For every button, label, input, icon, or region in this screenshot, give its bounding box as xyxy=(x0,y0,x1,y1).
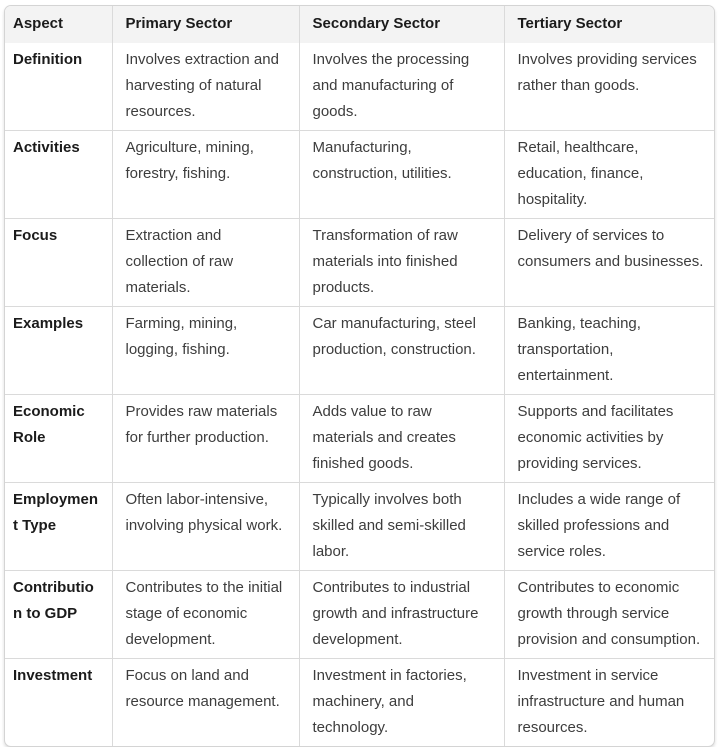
secondary-cell: Involves the processing and manufacturin… xyxy=(299,43,505,131)
table-row-definition: Definition Involves extraction and harve… xyxy=(5,43,714,131)
tertiary-cell: Supports and facilitates economic activi… xyxy=(504,394,714,483)
table-row-examples: Examples Farming, mining, logging, fishi… xyxy=(5,306,714,395)
aspect-label: Definition xyxy=(5,43,113,131)
aspect-label: Employment Type xyxy=(5,482,113,571)
tertiary-cell: Includes a wide range of skilled profess… xyxy=(504,482,714,571)
tertiary-cell: Banking, teaching, transportation, enter… xyxy=(504,306,714,395)
sector-comparison-table-container: Aspect Primary Sector Secondary Sector T… xyxy=(4,5,715,747)
table-row-employment-type: Employment Type Often labor-intensive, i… xyxy=(5,482,714,571)
aspect-label: Examples xyxy=(5,306,113,395)
page: Aspect Primary Sector Secondary Sector T… xyxy=(4,5,715,747)
primary-cell: Extraction and collection of raw materia… xyxy=(112,218,300,307)
secondary-cell: Car manufacturing, steel production, con… xyxy=(299,306,505,395)
secondary-cell: Contributes to industrial growth and inf… xyxy=(299,570,505,659)
primary-cell: Involves extraction and harvesting of na… xyxy=(112,43,300,131)
primary-cell: Often labor-intensive, involving physica… xyxy=(112,482,300,571)
table-row-economic-role: Economic Role Provides raw materials for… xyxy=(5,394,714,483)
table-row-contribution-to-gdp: Contribution to GDP Contributes to the i… xyxy=(5,570,714,659)
aspect-label: Contribution to GDP xyxy=(5,570,113,659)
table-row-focus: Focus Extraction and collection of raw m… xyxy=(5,218,714,307)
column-header-aspect: Aspect xyxy=(5,6,113,43)
tertiary-cell: Contributes to economic growth through s… xyxy=(504,570,714,659)
tertiary-cell: Involves providing services rather than … xyxy=(504,43,714,131)
tertiary-cell: Investment in service infrastructure and… xyxy=(517,667,685,736)
secondary-cell: Adds value to raw materials and creates … xyxy=(299,394,505,483)
sector-comparison-table: Aspect Primary Sector Secondary Sector T… xyxy=(5,6,714,746)
primary-cell: Focus on land and resource management. xyxy=(112,658,300,746)
header-row: Aspect Primary Sector Secondary Sector T… xyxy=(5,6,714,43)
secondary-cell: Manufacturing, construction, utilities. xyxy=(299,130,505,219)
secondary-cell: Typically involves both skilled and semi… xyxy=(299,482,505,571)
column-header-secondary-sector: Secondary Sector xyxy=(299,6,505,43)
table-row-activities: Activities Agriculture, mining, forestry… xyxy=(5,130,714,219)
column-header-tertiary-sector: Tertiary Sector xyxy=(504,6,714,43)
aspect-label: Activities xyxy=(5,130,113,219)
secondary-cell: Transformation of raw materials into fin… xyxy=(299,218,505,307)
tertiary-cell: Retail, healthcare, education, finance, … xyxy=(504,130,714,219)
secondary-cell: Investment in factories, machinery, and … xyxy=(299,658,505,746)
aspect-label: Investment xyxy=(5,658,113,746)
table-row-investment: Investment Focus on land and resource ma… xyxy=(5,658,714,746)
tertiary-cell: Delivery of services to consumers and bu… xyxy=(504,218,714,307)
column-header-primary-sector: Primary Sector xyxy=(112,6,300,43)
primary-cell: Farming, mining, logging, fishing. xyxy=(112,306,300,395)
primary-cell: Provides raw materials for further produ… xyxy=(112,394,300,483)
primary-cell: Agriculture, mining, forestry, fishing. xyxy=(112,130,300,219)
aspect-label: Focus xyxy=(5,218,113,307)
primary-cell: Contributes to the initial stage of econ… xyxy=(112,570,300,659)
aspect-label: Economic Role xyxy=(5,394,113,483)
